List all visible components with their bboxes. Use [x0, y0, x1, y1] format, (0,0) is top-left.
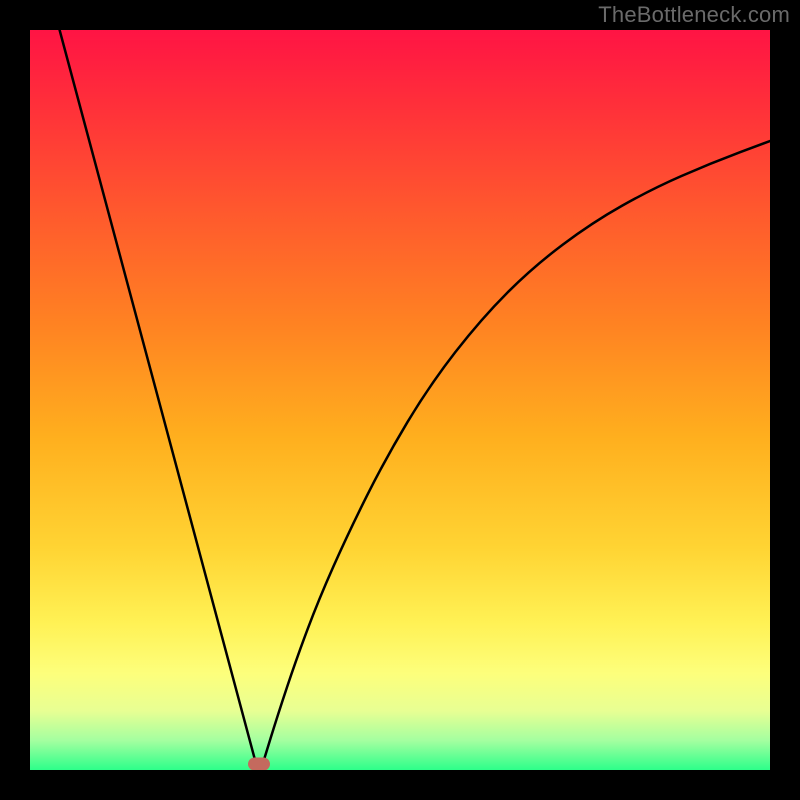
optimum-marker	[248, 758, 270, 770]
bottleneck-curve	[30, 30, 770, 770]
chart-frame: TheBottleneck.com	[0, 0, 800, 800]
watermark-label: TheBottleneck.com	[598, 2, 790, 28]
plot-area	[30, 30, 770, 770]
